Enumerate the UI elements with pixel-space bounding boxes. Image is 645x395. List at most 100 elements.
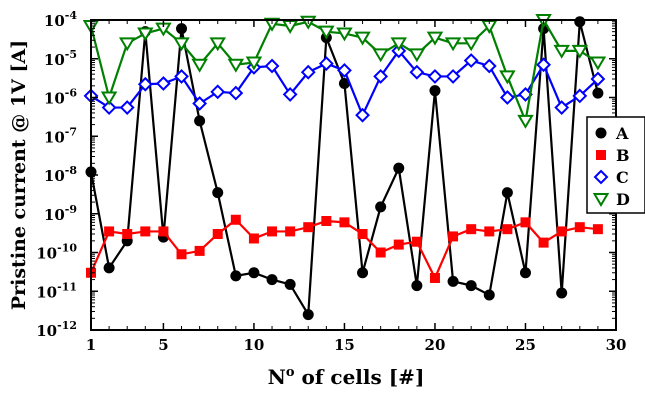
data-point-B — [592, 224, 603, 235]
x-tick-label: 1 — [86, 336, 96, 354]
data-point-B — [484, 226, 495, 237]
data-point-C — [137, 76, 153, 92]
data-point-D — [137, 27, 154, 42]
data-point-D — [408, 48, 426, 63]
y-tick-label: 10-7 — [44, 125, 77, 146]
data-point-B — [393, 239, 404, 250]
data-point-B — [122, 229, 133, 240]
data-point-A — [194, 115, 206, 127]
data-point-B — [574, 222, 585, 233]
y-tick-label: 10-10 — [36, 242, 77, 263]
data-point-A — [501, 187, 513, 199]
y-tick-label: 10-9 — [44, 203, 77, 224]
data-point-B — [194, 245, 205, 256]
data-point-D — [173, 37, 190, 52]
data-point-D — [354, 31, 371, 46]
data-point-C — [101, 100, 117, 115]
data-point-B — [267, 226, 278, 237]
data-point-D — [209, 37, 226, 52]
data-point-D — [227, 58, 245, 73]
data-point-A — [592, 87, 604, 99]
data-point-B — [285, 226, 296, 237]
x-axis-label: No of cells [#] — [268, 365, 425, 389]
data-point-C — [318, 56, 334, 72]
data-point-C — [174, 69, 189, 84]
data-point-A — [519, 267, 531, 279]
legend-marker-D — [592, 193, 610, 207]
legend-label-D: D — [616, 190, 630, 209]
data-point-C — [155, 76, 171, 91]
data-point-D — [118, 37, 136, 52]
y-axis-label: Pristine current @ 1V [A] — [8, 40, 30, 310]
x-tick-label: 5 — [158, 336, 168, 354]
x-axis-label-rest: of cells [#] — [295, 365, 425, 389]
data-point-C — [409, 64, 425, 80]
data-point-B — [339, 217, 350, 228]
data-point-B — [357, 229, 368, 240]
data-point-A — [230, 270, 242, 282]
data-point-C — [554, 100, 570, 115]
y-tick-label: 10-11 — [36, 280, 77, 301]
data-point-B — [502, 224, 513, 235]
data-point-C — [445, 69, 461, 84]
x-axis-label-main: N — [268, 365, 286, 389]
data-point-B — [375, 247, 386, 258]
data-point-D — [245, 56, 263, 71]
data-point-B — [158, 226, 169, 237]
data-point-B — [520, 217, 531, 228]
data-point-A — [302, 309, 314, 321]
data-point-C — [536, 57, 552, 73]
series-A — [85, 16, 604, 321]
data-point-A — [212, 187, 224, 199]
data-point-C — [282, 87, 298, 102]
data-point-A — [248, 267, 260, 279]
data-point-A — [338, 77, 350, 89]
data-point-C — [499, 90, 515, 105]
data-point-D — [372, 48, 389, 63]
data-point-A — [375, 201, 387, 213]
data-point-A — [447, 275, 459, 287]
x-tick-label: 30 — [606, 336, 627, 354]
data-point-B — [466, 224, 477, 235]
data-point-A — [284, 278, 296, 290]
data-point-D — [426, 31, 444, 46]
data-point-B — [104, 226, 115, 237]
data-point-B — [248, 233, 259, 244]
data-point-B — [411, 236, 422, 247]
legend-marker-C — [593, 169, 609, 185]
data-point-D — [517, 114, 534, 129]
data-point-A — [357, 267, 369, 279]
data-point-A — [176, 23, 188, 35]
data-point-A — [411, 280, 423, 292]
data-point-D — [191, 58, 208, 73]
data-point-B — [429, 272, 440, 283]
x-tick-label: 25 — [515, 336, 536, 354]
y-tick-label: 10-4 — [44, 9, 77, 30]
data-point-D — [571, 44, 589, 59]
data-point-D — [462, 37, 480, 52]
data-point-B — [176, 249, 187, 260]
data-point-D — [336, 27, 353, 42]
data-point-C — [264, 58, 280, 74]
data-point-C — [427, 69, 443, 84]
data-point-D — [318, 25, 335, 40]
x-tick-label: 10 — [243, 336, 264, 354]
data-point-C — [337, 63, 352, 78]
data-point-B — [230, 214, 241, 225]
data-point-A — [483, 289, 495, 301]
data-point-C — [210, 84, 226, 100]
data-point-A — [266, 274, 278, 286]
legend-marker-A — [595, 127, 607, 139]
data-point-C — [355, 107, 370, 123]
y-tick-label: 10-5 — [44, 48, 77, 69]
legend-label-C: C — [616, 168, 629, 187]
data-point-C — [463, 53, 479, 68]
data-point-C — [192, 96, 208, 111]
data-point-A — [556, 287, 568, 299]
data-point-B — [140, 226, 151, 237]
data-point-D — [390, 37, 408, 52]
data-point-B — [321, 215, 332, 226]
data-point-D — [589, 56, 607, 71]
data-point-C — [300, 64, 316, 80]
